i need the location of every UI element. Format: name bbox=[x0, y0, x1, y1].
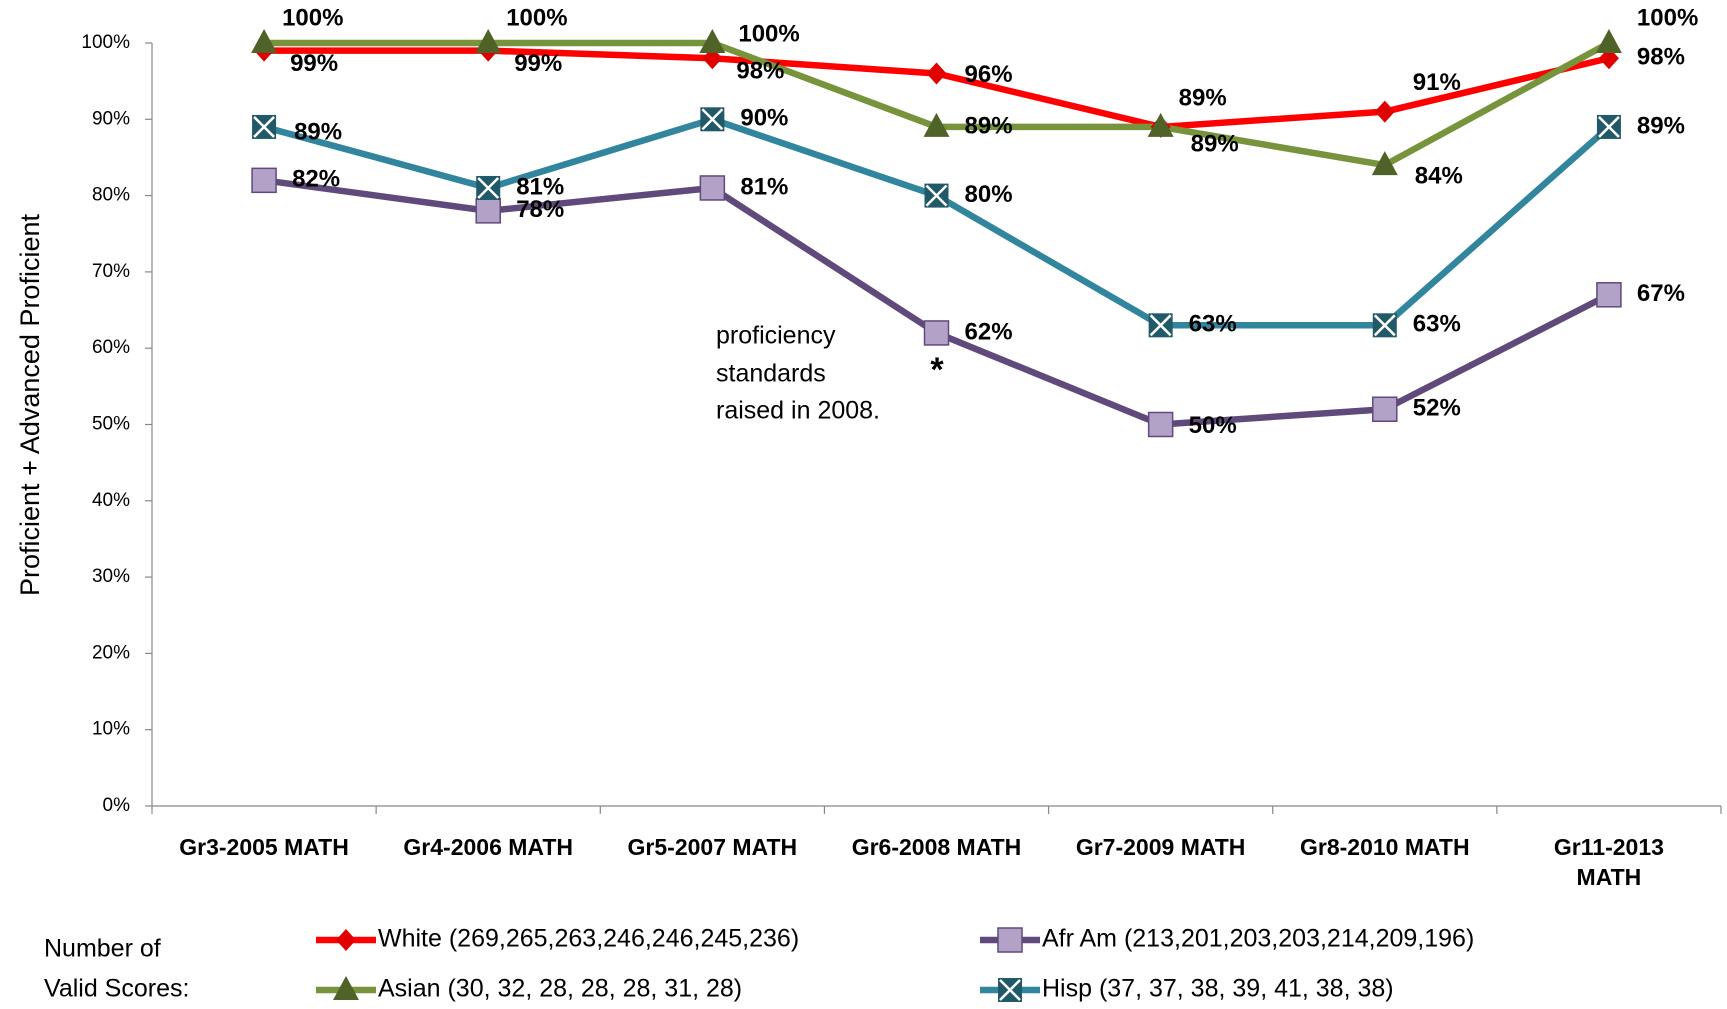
marker bbox=[997, 927, 1023, 953]
value-label: 91% bbox=[1413, 69, 1461, 96]
marker-cross bbox=[1149, 314, 1172, 337]
y-tick-label: 80% bbox=[92, 185, 130, 206]
legend-label: Hisp (37, 37, 38, 39, 41, 38, 38) bbox=[1042, 975, 1394, 1003]
y-tick-label: 90% bbox=[92, 108, 130, 129]
y-tick-label: 50% bbox=[92, 414, 130, 435]
marker-cross bbox=[1373, 314, 1396, 337]
annotation: standards bbox=[716, 360, 826, 388]
value-label: 67% bbox=[1637, 280, 1685, 307]
y-tick-label: 10% bbox=[92, 719, 130, 740]
marker bbox=[926, 62, 947, 85]
marker bbox=[1371, 151, 1398, 176]
marker bbox=[1596, 282, 1622, 308]
value-label: 100% bbox=[1637, 4, 1698, 31]
marker-cross bbox=[701, 108, 724, 131]
marker bbox=[1147, 411, 1174, 438]
x-tick-label: Gr4-2006 MATH bbox=[403, 834, 573, 860]
marker bbox=[251, 167, 277, 194]
y-tick-label: 60% bbox=[92, 337, 130, 358]
value-label: 81% bbox=[516, 173, 564, 200]
value-label: 89% bbox=[1637, 112, 1685, 139]
value-label: 52% bbox=[1413, 395, 1461, 422]
value-label: 89% bbox=[294, 118, 342, 145]
annotation-mark: * bbox=[930, 351, 944, 389]
value-label: 99% bbox=[514, 50, 562, 77]
y-tick-label: 30% bbox=[92, 566, 130, 587]
marker bbox=[475, 198, 501, 224]
legend-label: Asian (30, 32, 28, 28, 28, 31, 28) bbox=[378, 975, 742, 1003]
value-label: 100% bbox=[282, 4, 343, 31]
value-label: 63% bbox=[1413, 311, 1461, 338]
marker bbox=[333, 976, 359, 1000]
marker-cross bbox=[1598, 116, 1620, 138]
marker bbox=[1595, 29, 1622, 53]
marker-cross bbox=[477, 177, 500, 199]
x-tick-label: Gr3-2005 MATH bbox=[179, 834, 349, 860]
annotation: raised in 2008. bbox=[716, 397, 880, 425]
value-label: 89% bbox=[1179, 84, 1227, 111]
annotation: proficiency bbox=[716, 322, 836, 350]
value-label: 50% bbox=[1189, 412, 1237, 439]
marker-cross bbox=[253, 116, 275, 138]
marker-cross bbox=[999, 979, 1021, 1001]
y-tick-label: 100% bbox=[81, 32, 130, 53]
value-label: 98% bbox=[1637, 44, 1685, 71]
marker bbox=[1147, 112, 1174, 137]
value-label: 81% bbox=[740, 173, 788, 200]
x-tick-label: Gr7-2009 MATH bbox=[1075, 834, 1246, 860]
marker bbox=[475, 29, 502, 53]
x-tick-label: Gr11-2013 MATH bbox=[1553, 834, 1664, 890]
value-label: 84% bbox=[1415, 162, 1463, 189]
x-tick-label: Gr8-2010 MATH bbox=[1299, 834, 1470, 860]
value-label: 62% bbox=[965, 318, 1013, 345]
value-label: 100% bbox=[506, 4, 567, 31]
value-label: 80% bbox=[965, 181, 1013, 208]
y-axis-label: Proficient + Advanced Proficient bbox=[15, 214, 45, 596]
x-tick-label: Gr5-2007 MATH bbox=[627, 834, 798, 860]
y-tick-label: 70% bbox=[92, 261, 130, 282]
y-tick-label: 0% bbox=[103, 795, 131, 816]
marker bbox=[923, 320, 950, 346]
marker-cross bbox=[925, 184, 948, 207]
value-label: 63% bbox=[1189, 311, 1237, 338]
legend-label: Afr Am (213,201,203,203,214,209,196) bbox=[1042, 925, 1474, 953]
value-label: 98% bbox=[736, 58, 784, 85]
marker bbox=[923, 112, 950, 137]
value-label: 100% bbox=[738, 20, 799, 47]
marker bbox=[1372, 396, 1398, 422]
x-tick-label: Gr6-2008 MATH bbox=[851, 834, 1022, 860]
y-tick-label: 20% bbox=[92, 642, 130, 663]
legend-label: White (269,265,263,246,246,245,236) bbox=[378, 925, 799, 953]
value-label: 78% bbox=[516, 196, 564, 223]
value-label: 96% bbox=[965, 61, 1013, 88]
value-label: 90% bbox=[740, 105, 788, 132]
value-label: 89% bbox=[965, 112, 1013, 139]
value-label: 99% bbox=[290, 50, 338, 77]
value-label: 89% bbox=[1191, 130, 1239, 157]
value-label: 82% bbox=[292, 166, 340, 193]
legend-title: Number of bbox=[44, 935, 161, 963]
legend-title: Valid Scores: bbox=[44, 975, 189, 1003]
marker bbox=[699, 29, 726, 53]
marker bbox=[1374, 100, 1395, 123]
marker bbox=[251, 29, 278, 53]
marker bbox=[699, 175, 726, 201]
y-tick-label: 40% bbox=[92, 490, 130, 511]
marker bbox=[336, 929, 356, 951]
